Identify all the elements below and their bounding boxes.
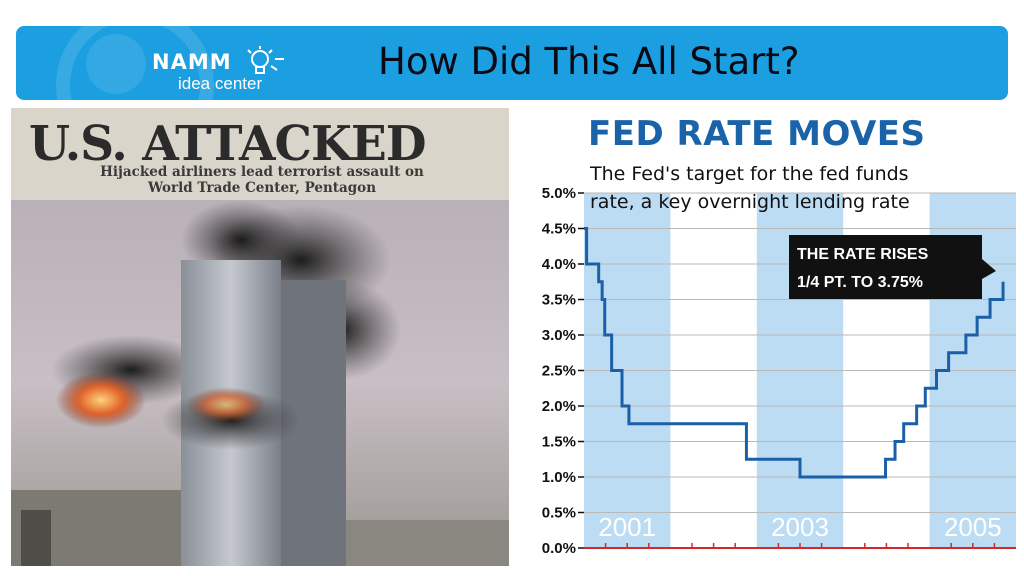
newspaper-headline: U.S. ATTACKED — [29, 116, 427, 172]
chart-subtitle-line-1: The Fed's target for the fed funds — [590, 163, 909, 185]
y-tick-label: 3.5% — [542, 292, 576, 309]
y-tick-label: 0.0% — [542, 540, 576, 557]
page-title: How Did This All Start? — [378, 40, 800, 83]
burning-towers-photo — [11, 200, 509, 566]
y-tick-label: 0.5% — [542, 505, 576, 522]
year-label: 2003 — [771, 512, 829, 542]
annotation-box — [789, 235, 982, 299]
chart-subtitle: The Fed's target for the fed funds rate,… — [590, 160, 910, 216]
lightbulb-icon — [247, 46, 284, 74]
year-label: 2001 — [598, 512, 656, 542]
subhead-line-1: Hijacked airliners lead terrorist assaul… — [100, 164, 424, 180]
newspaper-front-page: U.S. ATTACKED Hijacked airliners lead te… — [11, 108, 509, 566]
year-label: 2002 — [685, 512, 743, 542]
newspaper-subhead: Hijacked airliners lead terrorist assaul… — [21, 164, 503, 196]
annotation-line-2: 1/4 PT. TO 3.75% — [797, 274, 923, 291]
y-tick-label: 4.5% — [542, 221, 576, 238]
y-tick-label: 1.5% — [542, 434, 576, 451]
year-label: 2004 — [857, 512, 915, 542]
chart-title: FED RATE MOVES — [588, 114, 926, 154]
y-tick-label: 1.0% — [542, 469, 576, 486]
logo-tagline: idea center — [178, 74, 263, 93]
chart-subtitle-line-2: rate, a key overnight lending rate — [590, 191, 910, 213]
y-tick-label: 2.0% — [542, 398, 576, 415]
decorative-circle — [86, 34, 146, 94]
y-tick-label: 3.0% — [542, 327, 576, 344]
namm-logo: NAMM idea center — [134, 44, 304, 94]
annotation-pointer — [982, 259, 996, 279]
y-tick-label: 5.0% — [542, 185, 576, 202]
fed-rate-chart-panel: FED RATE MOVES 5.0% 4.5% 4.0% 3.5% 3.0% 2.5% 2… — [526, 102, 1018, 566]
series-line — [584, 227, 1005, 479]
header-banner: NAMM idea center — [16, 26, 1008, 100]
fed-rate-chart: 5.0% 4.5% 4.0% 3.5% 3.0% 2.5% 2.0% 1.5% 1.0% 0.5%… — [542, 185, 1016, 557]
annotation-line-1: THE RATE RISES — [797, 246, 929, 263]
y-tick-label: 2.5% — [542, 363, 576, 380]
subhead-line-2: World Trade Center, Pentagon — [147, 180, 377, 196]
logo-brand: NAMM — [152, 50, 232, 74]
y-tick-label: 4.0% — [542, 256, 576, 273]
year-label: 2005 — [944, 512, 1002, 542]
